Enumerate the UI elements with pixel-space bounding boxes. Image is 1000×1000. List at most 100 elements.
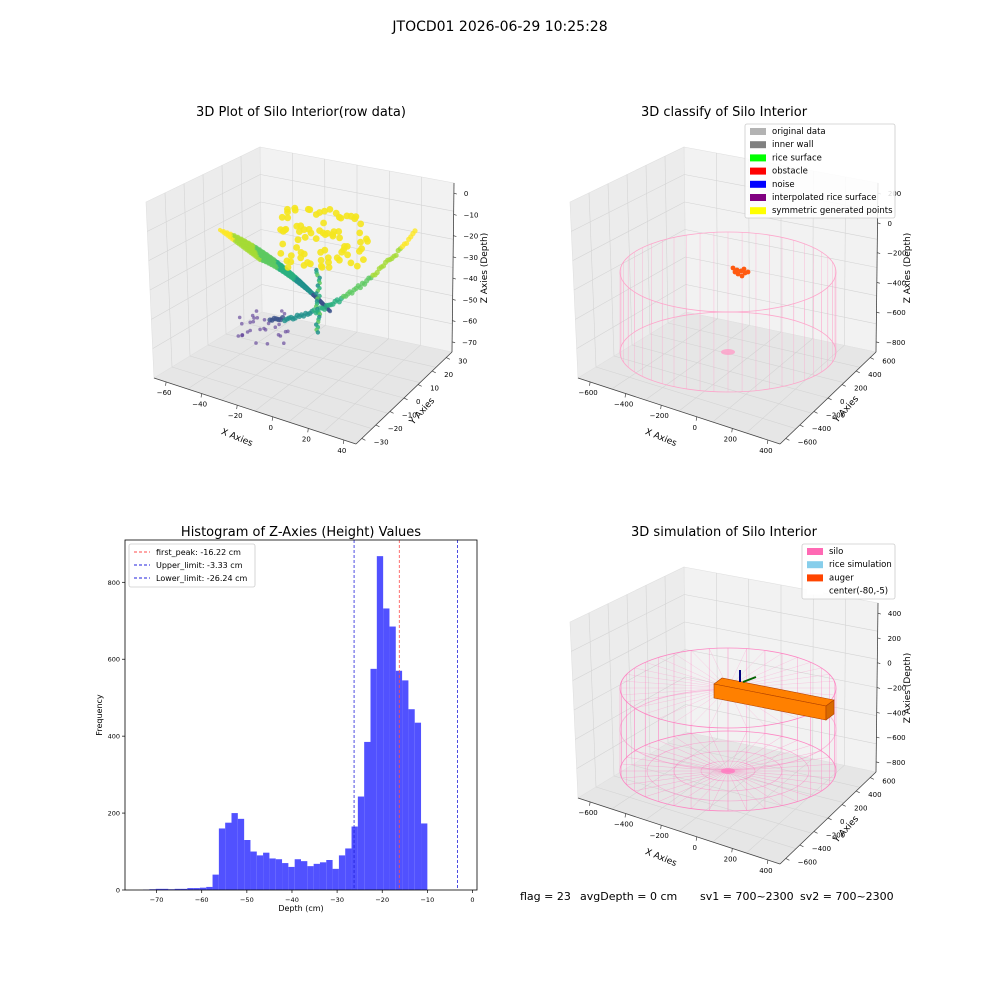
histogram-bar <box>421 823 428 890</box>
tick-label: 200 <box>888 635 901 643</box>
x-axis-line <box>153 377 357 445</box>
histogram-y-label: Frequency <box>95 694 104 736</box>
tick-label: −400 <box>887 709 906 717</box>
grid-line <box>595 786 797 849</box>
histogram-bar <box>231 813 238 890</box>
panel2-legend: original data inner wall rice surface obsta… <box>744 123 896 219</box>
data-point <box>356 247 363 255</box>
tick-label: −50 <box>463 296 478 304</box>
histogram-bar <box>408 709 415 890</box>
legend-swatch <box>750 180 766 188</box>
histogram-bar <box>218 828 226 890</box>
data-point <box>254 341 258 345</box>
histogram-bar <box>212 874 219 890</box>
histogram-bar <box>288 866 295 890</box>
tick-label: −800 <box>886 339 905 347</box>
panel4-legend: silo rice simulation auger center(-80,-5) <box>801 543 896 600</box>
tick-mark <box>660 405 662 410</box>
histogram-bar <box>319 862 327 890</box>
data-point <box>363 235 370 243</box>
tick-mark <box>876 311 880 314</box>
panel1-point-cloud <box>217 204 418 346</box>
tick-mark <box>870 777 874 780</box>
tick-label: 600 <box>108 656 120 664</box>
histogram-legend: first_peak: -16.22 cm Upper_limit: -3.33 … <box>128 543 256 588</box>
data-point <box>335 228 343 235</box>
data-point <box>325 259 332 266</box>
panel-simulation: 3D simulation of Silo Interior −600−400−… <box>569 525 913 875</box>
data-point <box>317 256 325 264</box>
panel4-auger <box>713 670 835 721</box>
data-point <box>357 238 364 246</box>
tick-label: −600 <box>886 734 905 742</box>
histogram-bar <box>250 851 257 890</box>
silo-center <box>721 349 735 355</box>
tick-label: 200 <box>724 435 737 443</box>
data-point <box>293 222 301 230</box>
tick-label: 0 <box>693 424 697 432</box>
histogram-bar <box>376 556 384 890</box>
legend-label: original data <box>772 127 826 137</box>
data-point <box>315 330 321 335</box>
tick-label: −40 <box>192 401 207 409</box>
tick-mark <box>876 736 880 739</box>
tick-label: −20 <box>463 233 478 241</box>
data-point <box>297 254 305 262</box>
data-point <box>306 206 314 214</box>
data-point <box>393 252 399 258</box>
grid-line <box>147 174 261 232</box>
data-point <box>286 329 290 334</box>
tick-mark <box>589 381 591 386</box>
histogram-bar <box>294 859 301 890</box>
tick-mark <box>876 341 880 344</box>
data-point <box>326 206 334 213</box>
tick-label: −200 <box>650 832 669 840</box>
tick-mark <box>695 416 698 421</box>
tick-mark <box>813 831 818 834</box>
tick-label: −60 <box>157 389 172 397</box>
histogram-bar <box>199 887 207 890</box>
tick-label: 200 <box>724 855 737 863</box>
tick-mark <box>876 282 880 284</box>
tick-label: 40 <box>337 447 346 455</box>
data-point <box>337 214 345 222</box>
data-point <box>273 325 278 330</box>
panel4-x-ticks: −600 −400 −200 0 200 400 <box>579 801 773 875</box>
panel1-z-label: Z Axies (Depth) <box>480 233 490 304</box>
tick-label: 200 <box>854 805 867 813</box>
silo-center <box>721 768 735 774</box>
legend-label: interpolated rice surface <box>772 193 877 203</box>
data-point <box>294 236 302 244</box>
data-point <box>284 214 292 222</box>
legend-swatch <box>750 128 766 135</box>
histogram-axes-frame <box>124 539 478 891</box>
tick-label: −60 <box>462 318 477 326</box>
tick-label: 0 <box>693 844 697 852</box>
data-point <box>277 250 285 257</box>
silo-ring <box>673 750 783 792</box>
data-point <box>322 306 328 312</box>
legend-swatch <box>750 167 766 175</box>
obstacle-point <box>739 273 745 279</box>
tick-mark <box>877 637 881 640</box>
tick-mark <box>785 438 790 441</box>
tick-mark <box>870 357 874 360</box>
tick-label: −20 <box>228 412 243 420</box>
data-point <box>307 229 315 237</box>
histogram-bar <box>402 680 409 890</box>
histogram-bar <box>180 888 188 890</box>
tick-mark <box>361 438 366 441</box>
tick-mark <box>827 397 832 401</box>
tick-label: 400 <box>868 371 881 379</box>
histogram-bar <box>187 888 194 890</box>
data-point <box>245 330 250 334</box>
tick-label: −200 <box>887 250 906 258</box>
data-point <box>240 333 245 337</box>
data-point <box>314 291 319 296</box>
data-point <box>284 208 291 216</box>
histogram-bar <box>193 888 200 890</box>
data-point <box>279 240 287 248</box>
panel4-x-label: X Axies <box>643 847 678 869</box>
